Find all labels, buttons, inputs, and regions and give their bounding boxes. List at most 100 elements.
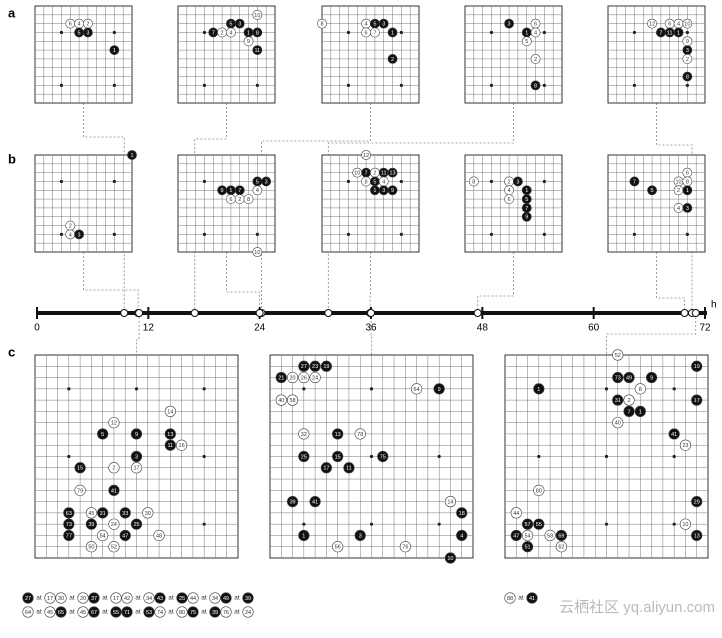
star-point [203, 233, 206, 236]
stone-label: 8 [247, 197, 250, 203]
star-point [400, 233, 403, 236]
time-marker [121, 310, 128, 317]
note-at: at [135, 609, 141, 616]
star-point [60, 31, 63, 34]
stone-label: 2 [686, 57, 689, 63]
stone-label: 2 [534, 57, 537, 63]
time-marker [256, 310, 263, 317]
stone-label: 24 [312, 376, 318, 382]
star-point [543, 233, 546, 236]
note-at: at [69, 595, 75, 602]
stone-label: 79 [77, 488, 83, 494]
stone-label: 5 [229, 22, 232, 28]
stone-label: 7 [525, 206, 528, 212]
star-point [490, 84, 493, 87]
stone-label: 1 [113, 48, 116, 54]
stone-label: 8 [686, 74, 689, 80]
stone-label: 1 [686, 188, 689, 194]
stone-label: 30 [145, 511, 151, 517]
stone-label: 13 [335, 432, 341, 438]
stone-label: 9 [135, 432, 138, 438]
stone-label: 7 [212, 30, 215, 36]
stone-label: 9 [221, 188, 224, 194]
note-stone-label: 27 [25, 596, 31, 602]
stone-label: 7 [373, 30, 376, 36]
stone-label: 3 [86, 30, 89, 36]
stone-label: 10 [254, 250, 260, 256]
note-stone-label: 20 [80, 596, 86, 602]
star-point [673, 523, 676, 526]
stone-label: 4 [69, 232, 72, 238]
stone-label: 31 [615, 398, 621, 404]
star-point [302, 523, 305, 526]
note-stone-label: 37 [91, 596, 97, 602]
stone-label: 9 [391, 188, 394, 194]
stone-label: 10 [675, 179, 681, 185]
star-point [113, 31, 116, 34]
note-stone-label: 45 [80, 610, 86, 616]
star-point [633, 84, 636, 87]
stone-label: 9 [525, 215, 528, 221]
stone-label: 62 [558, 545, 564, 551]
time-marker [368, 310, 375, 317]
stone-label: 5 [525, 197, 528, 203]
star-point [686, 233, 689, 236]
star-point [347, 233, 350, 236]
note-stone-label: 17 [113, 596, 119, 602]
stone-label: 3 [135, 454, 138, 460]
stone-label: 7 [365, 171, 368, 177]
stone-label: 8 [256, 30, 259, 36]
star-point [60, 84, 63, 87]
note-stone-label: 71 [124, 610, 130, 616]
stone-label: 5 [373, 179, 376, 185]
stone-label: 3 [686, 48, 689, 54]
stone-label: 19 [323, 364, 329, 370]
stone-label: 5 [373, 22, 376, 28]
time-marker [681, 310, 688, 317]
stone-label: 1 [373, 188, 376, 194]
stone-label: 4 [460, 533, 463, 539]
star-point [673, 387, 676, 390]
stone-label: 56 [335, 545, 341, 551]
stone-label: 11 [346, 466, 352, 472]
connector [84, 252, 139, 313]
stone-label: 69 [558, 533, 564, 539]
note-at: at [234, 595, 240, 602]
stone-label: 39 [289, 500, 295, 506]
time-marker [474, 310, 481, 317]
board [322, 155, 419, 252]
note-at: at [201, 595, 207, 602]
stone-label: 9 [438, 387, 441, 393]
stone-label: 19 [694, 364, 700, 370]
note-at: at [518, 595, 524, 602]
stone-label: 10 [447, 556, 453, 562]
note-at: at [102, 595, 108, 602]
note-stone-label: 34 [146, 596, 152, 602]
star-point [203, 523, 206, 526]
stone-label: 2 [238, 197, 241, 203]
note-at: at [234, 609, 240, 616]
stone-label: 2 [86, 22, 89, 28]
note-at: at [69, 609, 75, 616]
stone-label: 32 [301, 432, 307, 438]
stone-label: 3 [382, 22, 385, 28]
star-point [347, 31, 350, 34]
stone-label: 9 [247, 39, 250, 45]
stone-label: 15 [77, 466, 83, 472]
stone-label: 48 [156, 533, 162, 539]
star-point [490, 180, 493, 183]
star-point [438, 523, 441, 526]
stone-label: 55 [536, 522, 542, 528]
star-point [347, 180, 350, 183]
stone-label: 4 [382, 179, 385, 185]
board [35, 155, 132, 252]
tick-label: 0 [34, 323, 40, 334]
stone-label: 80 [536, 488, 542, 494]
star-point [400, 31, 403, 34]
stone-label: 25 [133, 522, 139, 528]
board [35, 6, 132, 103]
stone-label: 9 [650, 376, 653, 382]
note-at: at [36, 595, 42, 602]
connector [227, 252, 260, 313]
stone-label: 9 [686, 39, 689, 45]
